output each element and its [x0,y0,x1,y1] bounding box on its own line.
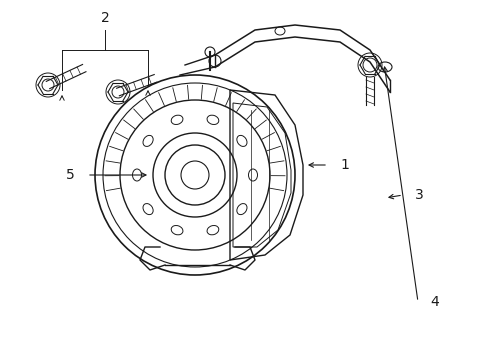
Text: 3: 3 [414,188,423,202]
Text: 2: 2 [101,11,109,25]
Text: 1: 1 [339,158,348,172]
Text: 4: 4 [429,295,438,309]
Text: 5: 5 [66,168,75,182]
